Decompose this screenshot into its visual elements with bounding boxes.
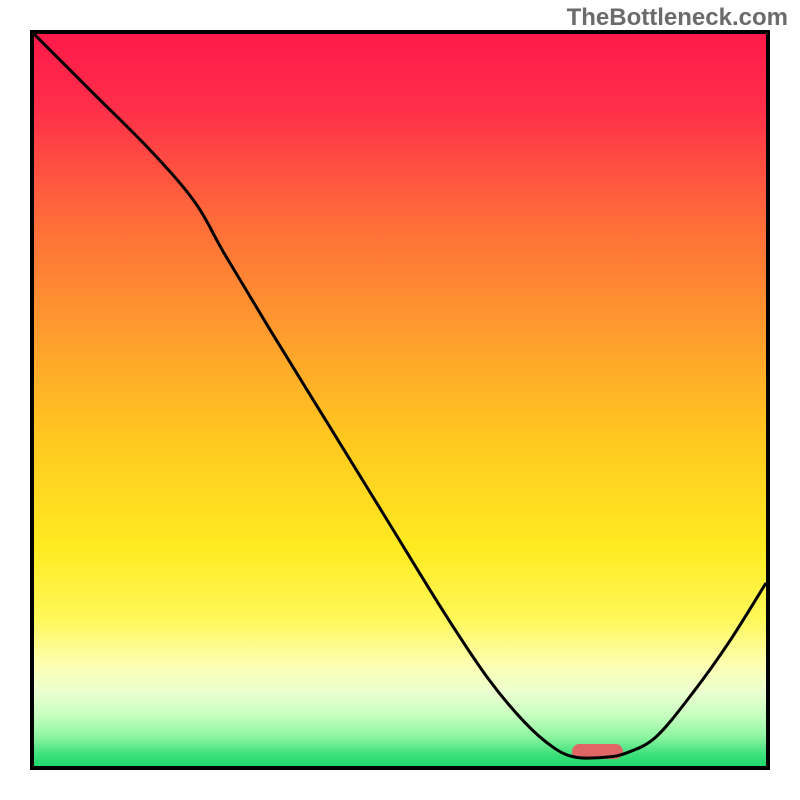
optimum-marker — [572, 744, 623, 759]
chart-container: TheBottleneck.com — [0, 0, 800, 800]
plot-area — [30, 30, 770, 770]
watermark-text: TheBottleneck.com — [567, 4, 788, 32]
gradient-background — [34, 34, 766, 766]
